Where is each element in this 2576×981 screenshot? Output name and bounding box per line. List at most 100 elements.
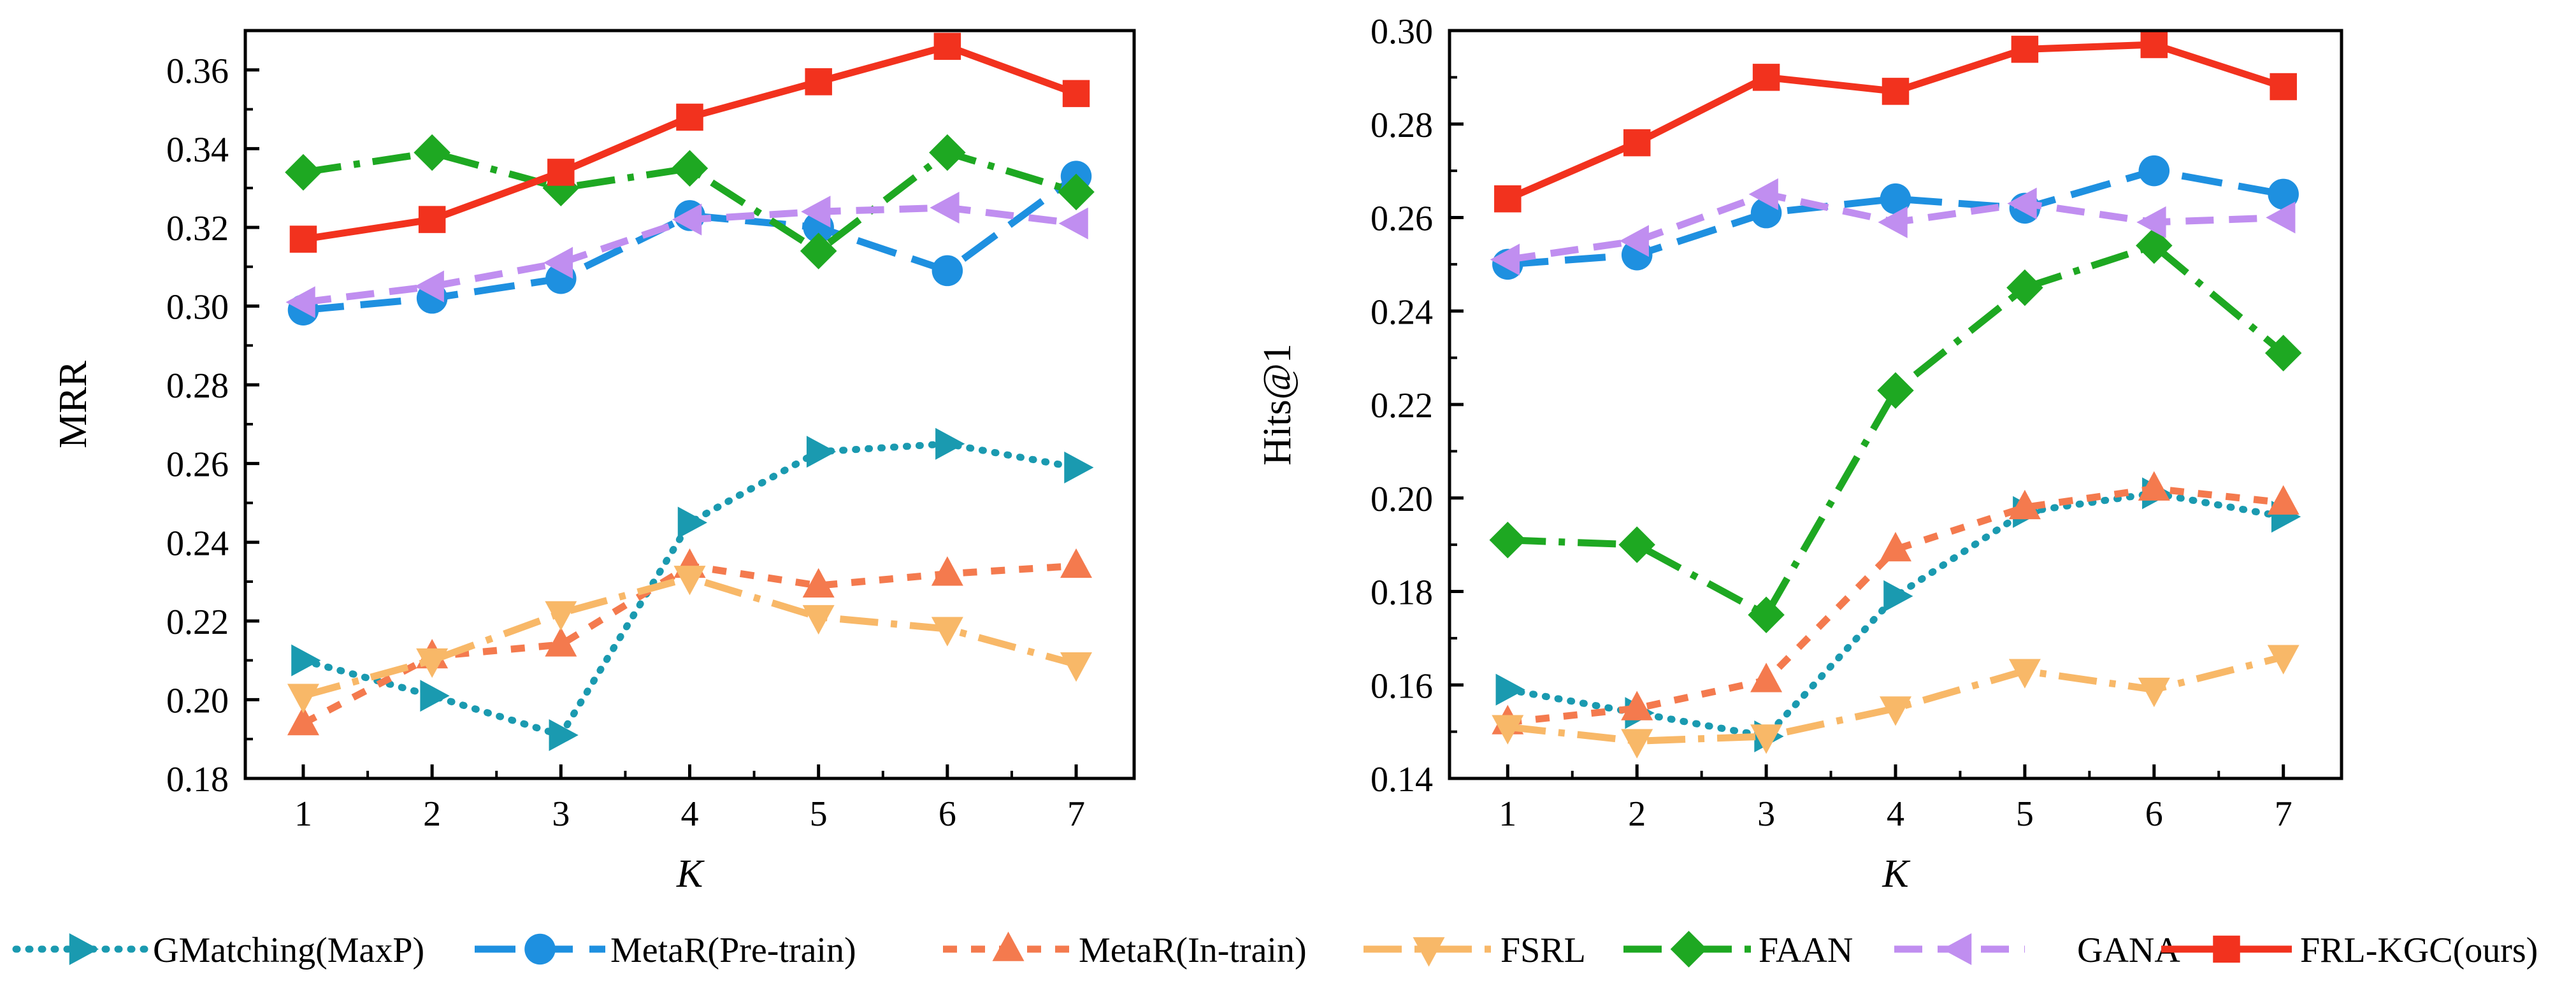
mrr-point-faan [671,150,709,187]
mrr-series-fsrl [287,566,1093,713]
hits-at-1-panel: 0.14 0.16 0.18 0.20 0.22 0.24 0.26 0.28 0.30 1 2 3 4… [1256,12,2343,896]
hits-x-axis-title: K [1882,852,1911,896]
hits-point-gana [2007,187,2037,220]
mrr-ytick-label: 0.36 [166,52,229,91]
hits-series-faan [1489,227,2302,633]
mrr-point-gmatching-maxp [935,427,965,460]
mrr-point-fsrl [802,605,835,635]
hits-ytick-label: 0.22 [1371,386,1433,426]
mrr-point-metar-pre-train [932,255,963,287]
hits-series-metar-in-train [1492,471,2299,734]
mrr-point-fsrl [931,617,963,647]
mrr-series-gmatching-maxp [291,427,1094,752]
mrr-point-gana [930,192,960,224]
legend-label-faan: FAAN [1759,931,1853,970]
legend-label-frl-kgc-ours: FRL-KGC(ours) [2300,931,2538,970]
mrr-point-faan [800,233,837,269]
mrr-axes: 0.18 0.20 0.22 0.24 0.26 0.28 0.30 0.32 0.34 0.36… [52,52,1085,896]
hits-point-metar-in-train [1880,531,1911,562]
hits-series-gana [1490,178,2296,276]
hits-point-gana [2266,201,2296,234]
mrr-series-gana [285,192,1088,319]
mrr-point-gmatching-maxp [549,719,579,752]
legend-marker-gmatching-maxp [69,933,99,965]
mrr-point-frl-kgc-ours [418,206,446,233]
mrr-ytick-label: 0.30 [166,288,229,327]
hits-y-axis-title: Hits@1 [1256,343,1299,465]
hits-xtick-label: 7 [2275,794,2292,834]
mrr-ytick-label: 0.24 [166,524,229,563]
hits-point-faan [1877,372,1914,409]
mrr-point-faan [285,154,322,191]
mrr-point-gana [801,196,831,228]
mrr-point-metar-in-train [802,568,835,598]
mrr-point-faan [414,134,450,171]
hits-ytick-label: 0.30 [1371,12,1433,52]
hits-xtick-label: 3 [1757,794,1775,834]
mrr-point-fsrl [1060,652,1093,682]
legend-item-frl-kgc-ours: FRL-KGC(ours) [2161,931,2538,970]
hits-xtick-label: 1 [1499,794,1516,834]
hits-point-metar-in-train [2138,471,2170,501]
mrr-xtick-label: 7 [1067,794,1085,834]
legend: GMatching(MaxP) MetaR(Pre-train) MetaR(In-… [12,931,2538,970]
hits-point-fsrl [1621,729,1653,759]
mrr-xtick-label: 2 [423,794,441,834]
mrr-point-frl-kgc-ours [933,32,961,60]
hits-xtick-label: 6 [2145,794,2163,834]
hits-point-faan [1748,596,1785,633]
mrr-point-faan [929,134,966,171]
hits-point-fsrl [2138,677,2170,708]
mrr-point-gmatching-maxp [1064,451,1094,483]
mrr-point-faan [1058,173,1095,211]
mrr-point-gana [672,203,702,236]
hits-ytick-label: 0.24 [1371,292,1433,332]
legend-marker-frl-kgc-ours [2213,935,2240,963]
hits-point-frl-kgc-ours [1494,185,1522,213]
hits-ytick-label: 0.26 [1371,199,1433,239]
hits-point-gana [1619,225,1649,257]
mrr-point-frl-kgc-ours [1062,80,1090,108]
hits-point-metar-pre-train [1880,183,1911,215]
hits-point-frl-kgc-ours [2011,36,2039,63]
hits-point-faan [1489,522,1527,559]
mrr-ytick-label: 0.22 [166,603,229,642]
hits-point-fsrl [1492,715,1524,745]
hits-point-metar-in-train [1621,691,1653,720]
mrr-xtick-label: 4 [681,794,699,834]
legend-marker-faan [1670,931,1708,968]
hits-point-metar-pre-train [2138,155,2170,187]
hits-point-metar-in-train [2008,489,2041,520]
mrr-point-gana [414,270,444,303]
mrr-point-frl-kgc-ours [805,68,832,96]
mrr-point-gana [285,286,315,319]
mrr-ytick-label: 0.28 [166,366,229,406]
hits-point-metar-in-train [2267,485,2299,515]
hits-xtick-label: 4 [1887,794,1904,834]
legend-marker-fsrl [1413,937,1445,967]
mrr-point-gana [543,247,573,279]
hits-plot-frame [1448,29,2343,780]
hits-point-gana [1490,243,1520,276]
hits-point-frl-kgc-ours [2140,31,2168,59]
mrr-point-gmatching-maxp [420,680,450,712]
mrr-point-metar-in-train [1060,548,1093,578]
legend-item-faan: FAAN [1623,931,1853,970]
mrr-point-fsrl [287,684,319,713]
hits-point-faan [2264,334,2302,372]
legend-label-gmatching-maxp: GMatching(MaxP) [153,931,424,970]
mrr-x-axis-title: K [676,852,705,896]
hits-ytick-label: 0.28 [1371,106,1433,145]
mrr-xtick-label: 5 [810,794,828,834]
hits-point-gana [1748,178,1778,210]
mrr-ytick-label: 0.34 [166,130,229,169]
legend-item-gmatching-maxp: GMatching(MaxP) [12,931,424,970]
mrr-point-metar-in-train [287,705,319,736]
mrr-point-gmatching-maxp [291,644,321,677]
mrr-ytick-label: 0.20 [166,681,229,720]
mrr-line-fsrl [302,574,1077,699]
mrr-point-frl-kgc-ours [547,159,575,186]
hits-point-fsrl [2008,659,2041,689]
mrr-y-axis-title: MRR [52,360,95,448]
